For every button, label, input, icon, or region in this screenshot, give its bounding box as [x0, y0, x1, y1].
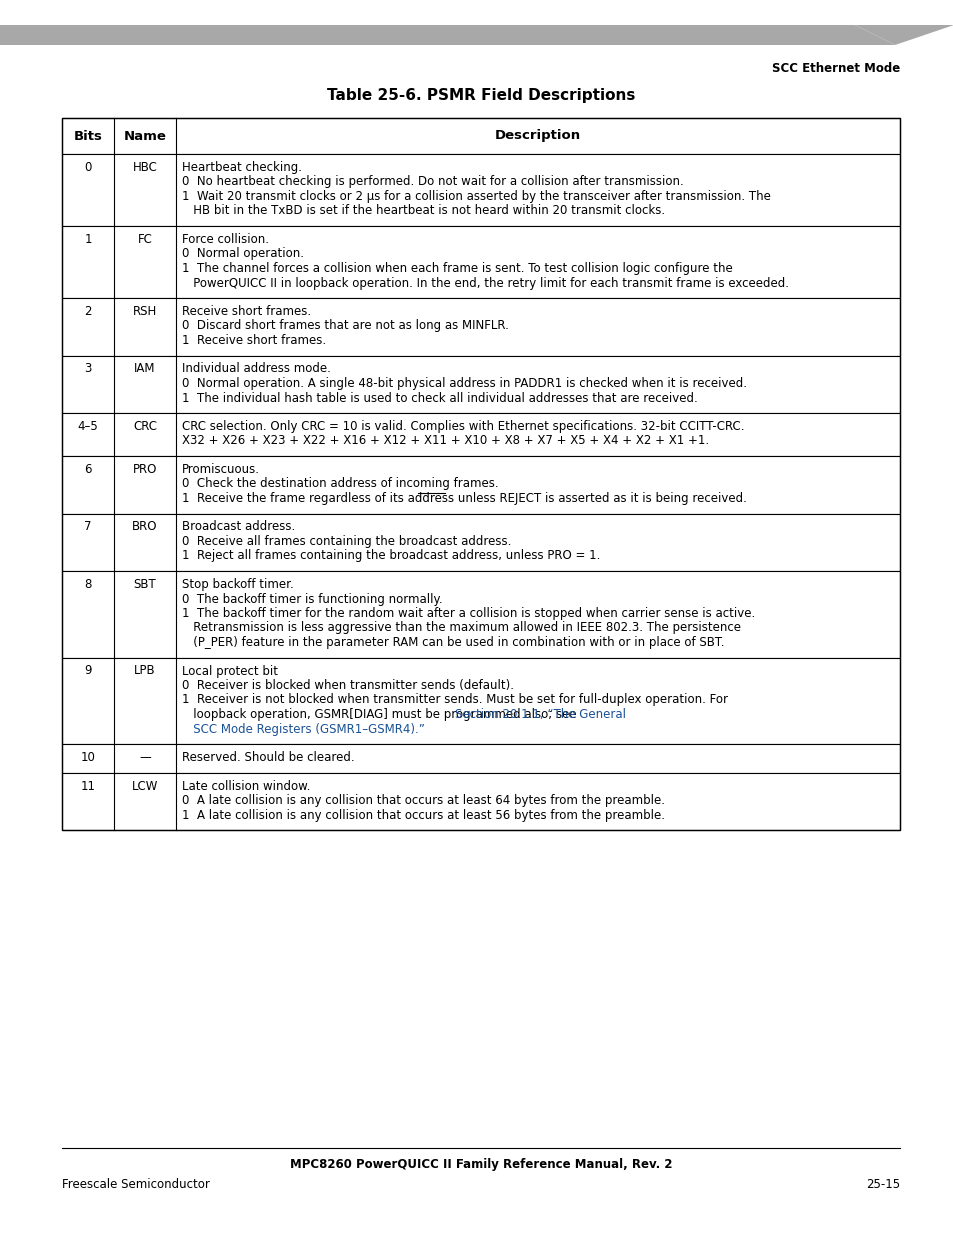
Polygon shape: [854, 25, 953, 44]
Bar: [62, 412, 899, 456]
Text: 1  Receiver is not blocked when transmitter sends. Must be set for full-duplex o: 1 Receiver is not blocked when transmitt…: [182, 694, 727, 706]
Text: Late collision window.: Late collision window.: [182, 779, 310, 793]
Text: Stop backoff timer.: Stop backoff timer.: [182, 578, 294, 592]
Text: (P_PER) feature in the parameter RAM can be used in combination with or in place: (P_PER) feature in the parameter RAM can…: [182, 636, 723, 650]
Text: Bits: Bits: [73, 130, 102, 142]
Text: CRC: CRC: [132, 420, 157, 433]
Text: Local protect bit: Local protect bit: [182, 664, 277, 678]
Text: 11: 11: [80, 779, 95, 793]
Text: 0  The backoff timer is functioning normally.: 0 The backoff timer is functioning norma…: [182, 593, 442, 605]
Text: PRO: PRO: [132, 463, 157, 475]
Text: 1  The channel forces a collision when each frame is sent. To test collision log: 1 The channel forces a collision when ea…: [182, 262, 732, 275]
Bar: [62, 456, 899, 514]
Bar: [62, 773, 899, 830]
Text: 1: 1: [84, 233, 91, 246]
Bar: [62, 154, 899, 226]
Text: loopback operation, GSMR[DIAG] must be programmed also; see: loopback operation, GSMR[DIAG] must be p…: [182, 708, 579, 721]
Text: BRO: BRO: [132, 520, 157, 534]
Text: 1  The backoff timer for the random wait after a collision is stopped when carri: 1 The backoff timer for the random wait …: [182, 606, 755, 620]
Text: 0  Receiver is blocked when transmitter sends (default).: 0 Receiver is blocked when transmitter s…: [182, 679, 514, 692]
Text: SCC Ethernet Mode: SCC Ethernet Mode: [771, 62, 899, 75]
Bar: [62, 298, 899, 356]
Text: Name: Name: [124, 130, 166, 142]
Bar: [62, 119, 899, 154]
Text: 0  Check the destination address of incoming frames.: 0 Check the destination address of incom…: [182, 478, 498, 490]
Bar: [62, 226, 899, 298]
Bar: [62, 743, 899, 773]
Text: 3: 3: [84, 363, 91, 375]
Text: LPB: LPB: [134, 664, 155, 678]
Text: Force collision.: Force collision.: [182, 233, 269, 246]
Text: Individual address mode.: Individual address mode.: [182, 363, 331, 375]
Bar: [62, 356, 899, 412]
Text: 0: 0: [84, 161, 91, 174]
Text: 0  Normal operation.: 0 Normal operation.: [182, 247, 304, 261]
Text: 1  Wait 20 transmit clocks or 2 μs for a collision asserted by the transceiver a: 1 Wait 20 transmit clocks or 2 μs for a …: [182, 190, 770, 203]
Text: MPC8260 PowerQUICC II Family Reference Manual, Rev. 2: MPC8260 PowerQUICC II Family Reference M…: [290, 1158, 672, 1171]
Text: Description: Description: [495, 130, 580, 142]
Text: Heartbeat checking.: Heartbeat checking.: [182, 161, 302, 174]
Text: 0  Discard short frames that are not as long as MINFLR.: 0 Discard short frames that are not as l…: [182, 320, 508, 332]
Text: 1  The individual hash table is used to check all individual addresses that are : 1 The individual hash table is used to c…: [182, 391, 697, 405]
Text: 25-15: 25-15: [865, 1178, 899, 1191]
Text: Freescale Semiconductor: Freescale Semiconductor: [62, 1178, 210, 1191]
Bar: [62, 119, 899, 830]
Text: 8: 8: [84, 578, 91, 592]
Text: Promiscuous.: Promiscuous.: [182, 463, 260, 475]
Text: 1  Reject all frames containing the broadcast address, unless PRO = 1.: 1 Reject all frames containing the broad…: [182, 550, 599, 562]
Text: Table 25-6. PSMR Field Descriptions: Table 25-6. PSMR Field Descriptions: [327, 88, 635, 103]
Text: Section 20.1.1, “The General: Section 20.1.1, “The General: [455, 708, 625, 721]
Text: FC: FC: [137, 233, 152, 246]
Text: Reserved. Should be cleared.: Reserved. Should be cleared.: [182, 751, 355, 764]
Bar: [62, 571, 899, 657]
Text: HBC: HBC: [132, 161, 157, 174]
Bar: [62, 514, 899, 571]
Text: Receive short frames.: Receive short frames.: [182, 305, 311, 317]
Bar: [62, 657, 899, 743]
Text: HB bit in the TxBD is set if the heartbeat is not heard within 20 transmit clock: HB bit in the TxBD is set if the heartbe…: [182, 205, 664, 217]
Text: 10: 10: [80, 751, 95, 764]
Text: 9: 9: [84, 664, 91, 678]
Text: Broadcast address.: Broadcast address.: [182, 520, 294, 534]
Text: Retransmission is less aggressive than the maximum allowed in IEEE 802.3. The pe: Retransmission is less aggressive than t…: [182, 621, 740, 635]
Text: 0  Receive all frames containing the broadcast address.: 0 Receive all frames containing the broa…: [182, 535, 511, 548]
Text: LCW: LCW: [132, 779, 158, 793]
Polygon shape: [0, 25, 894, 44]
Text: X32 + X26 + X23 + X22 + X16 + X12 + X11 + X10 + X8 + X7 + X5 + X4 + X2 + X1 +1.: X32 + X26 + X23 + X22 + X16 + X12 + X11 …: [182, 435, 708, 447]
Text: —: —: [139, 751, 151, 764]
Text: RSH: RSH: [132, 305, 157, 317]
Text: 6: 6: [84, 463, 91, 475]
Text: 0  Normal operation. A single 48-bit physical address in PADDR1 is checked when : 0 Normal operation. A single 48-bit phys…: [182, 377, 746, 390]
Text: 7: 7: [84, 520, 91, 534]
Text: 1  A late collision is any collision that occurs at least 56 bytes from the prea: 1 A late collision is any collision that…: [182, 809, 664, 821]
Text: SCC Mode Registers (GSMR1–GSMR4).”: SCC Mode Registers (GSMR1–GSMR4).”: [182, 722, 424, 736]
Text: 4–5: 4–5: [77, 420, 98, 433]
Text: SBT: SBT: [133, 578, 156, 592]
Text: 0  No heartbeat checking is performed. Do not wait for a collision after transmi: 0 No heartbeat checking is performed. Do…: [182, 175, 683, 189]
Text: CRC selection. Only CRC = 10 is valid. Complies with Ethernet specifications. 32: CRC selection. Only CRC = 10 is valid. C…: [182, 420, 743, 433]
Text: 1  Receive the frame regardless of its address unless REJECT is asserted as it i: 1 Receive the frame regardless of its ad…: [182, 492, 746, 505]
Text: 2: 2: [84, 305, 91, 317]
Text: 0  A late collision is any collision that occurs at least 64 bytes from the prea: 0 A late collision is any collision that…: [182, 794, 664, 806]
Text: PowerQUICC II in loopback operation. In the end, the retry limit for each transm: PowerQUICC II in loopback operation. In …: [182, 277, 788, 289]
Text: 1  Receive short frames.: 1 Receive short frames.: [182, 333, 326, 347]
Text: IAM: IAM: [134, 363, 155, 375]
